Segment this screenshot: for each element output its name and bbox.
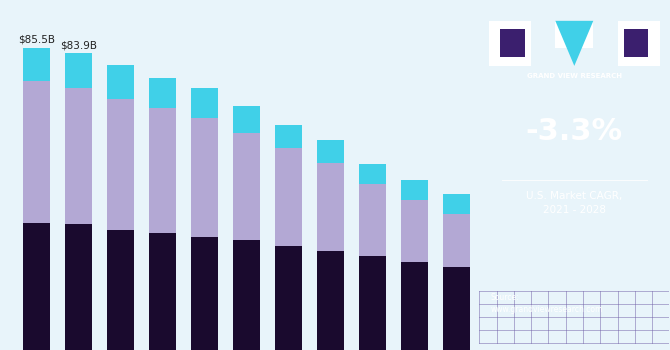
- Text: U.S. Market CAGR,
2021 - 2028: U.S. Market CAGR, 2021 - 2028: [526, 191, 622, 215]
- Bar: [489, 21, 531, 66]
- Bar: [443, 195, 470, 214]
- Bar: [23, 48, 50, 81]
- Bar: [401, 261, 428, 350]
- Bar: [317, 140, 344, 163]
- Text: -3.3%: -3.3%: [526, 117, 623, 146]
- Bar: [358, 184, 386, 256]
- Bar: [107, 65, 134, 99]
- Bar: [500, 29, 525, 57]
- Bar: [107, 230, 134, 350]
- Bar: [191, 88, 218, 118]
- Bar: [275, 148, 302, 246]
- Bar: [624, 29, 649, 57]
- Bar: [191, 118, 218, 237]
- Bar: [23, 223, 50, 350]
- Bar: [358, 256, 386, 350]
- Bar: [443, 267, 470, 350]
- Bar: [232, 240, 260, 350]
- Bar: [401, 200, 428, 261]
- Text: Source:
www.grandviewresearch.com: Source: www.grandviewresearch.com: [490, 293, 603, 314]
- Bar: [191, 237, 218, 350]
- Bar: [317, 163, 344, 251]
- Text: $83.9B: $83.9B: [60, 41, 97, 50]
- Bar: [358, 164, 386, 184]
- Bar: [317, 251, 344, 350]
- Bar: [232, 133, 260, 240]
- Bar: [65, 53, 92, 88]
- Bar: [232, 106, 260, 133]
- Bar: [107, 99, 134, 230]
- Bar: [443, 214, 470, 267]
- Text: $85.5B: $85.5B: [18, 35, 55, 45]
- Bar: [555, 21, 594, 48]
- Bar: [401, 180, 428, 200]
- Bar: [149, 108, 176, 233]
- Bar: [23, 81, 50, 223]
- Text: GRAND VIEW RESEARCH: GRAND VIEW RESEARCH: [527, 73, 622, 79]
- Bar: [149, 78, 176, 108]
- Bar: [65, 88, 92, 224]
- Bar: [275, 246, 302, 350]
- Bar: [275, 126, 302, 148]
- Bar: [618, 21, 660, 66]
- Bar: [149, 233, 176, 350]
- Polygon shape: [555, 21, 594, 66]
- Bar: [65, 224, 92, 350]
